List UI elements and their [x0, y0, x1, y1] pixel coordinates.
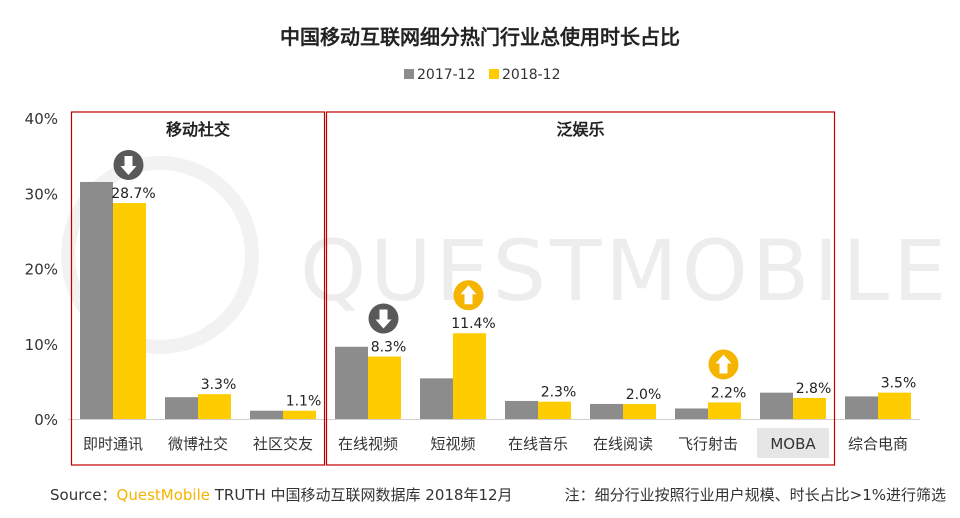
y-tick-label: 0% [34, 411, 58, 429]
group-title-1: 泛娱乐 [556, 120, 604, 139]
bar-2018 [283, 410, 316, 419]
bar-2017 [80, 181, 113, 419]
bar-2017 [250, 410, 283, 419]
watermark-text: QUESTMOBILE [300, 222, 950, 320]
y-tick-label: 40% [25, 110, 58, 128]
category-label: 微博社交 [168, 435, 228, 453]
bar-2018 [708, 402, 741, 419]
data-label: 3.5% [881, 376, 917, 392]
data-label: 3.3% [201, 377, 237, 393]
highlight-category-bg [757, 428, 829, 458]
arrow-up-glyph [715, 354, 732, 374]
footer: Source：QuestMobile TRUTH 中国移动互联网数据库 2018… [0, 484, 960, 508]
bar-2017 [675, 408, 708, 419]
arrow-up-glyph [460, 285, 477, 305]
arrow-down-glyph [120, 156, 137, 176]
bar-2018 [198, 394, 231, 419]
group-box-1 [325, 111, 836, 466]
bar-2017 [505, 400, 538, 419]
bar-2018 [878, 392, 911, 419]
source-prefix: Source： [50, 486, 117, 504]
legend-label-1: 2018-12 [502, 67, 561, 83]
legend-swatch-1 [489, 69, 499, 79]
bar-2018 [538, 401, 571, 419]
bar-2018 [793, 397, 826, 419]
data-label: 2.8% [796, 381, 832, 397]
category-label: 在线阅读 [593, 435, 653, 453]
watermark-ring [61, 156, 259, 354]
bar-2018 [453, 333, 486, 419]
category-label: 短视频 [430, 435, 475, 453]
data-label: 8.3% [371, 340, 407, 356]
bar-chart: QUESTMOBILE 中国移动互联网细分热门行业总使用时长占比 2017-12 20… [25, 25, 950, 466]
arrow-down-glyph [375, 309, 392, 329]
category-label: MOBA [770, 435, 816, 453]
brand-name: QuestMobile [116, 486, 210, 504]
y-tick-label: 20% [25, 261, 58, 279]
legend-swatch-0 [404, 69, 414, 79]
chart-title: 中国移动互联网细分热门行业总使用时长占比 [280, 25, 680, 49]
category-label: 即时通讯 [83, 435, 143, 453]
y-tick-label: 10% [25, 336, 58, 354]
data-label: 11.4% [451, 316, 495, 332]
data-label: 28.7% [111, 186, 155, 202]
data-label: 1.1% [286, 394, 322, 410]
category-label: 综合电商 [848, 435, 908, 453]
bar-2017 [420, 378, 453, 419]
category-label: 在线音乐 [508, 435, 568, 453]
group-title-0: 移动社交 [166, 120, 230, 139]
category-label: 社区交友 [253, 435, 313, 453]
bar-2018 [368, 356, 401, 419]
filter-note: 注：细分行业按照行业用户规模、时长占比>1%进行筛选 [564, 486, 946, 504]
data-label: 2.0% [626, 387, 662, 403]
data-label: 2.2% [711, 385, 747, 401]
bar-2017 [335, 346, 368, 419]
legend-label-0: 2017-12 [417, 67, 476, 83]
bar-2017 [590, 403, 623, 419]
y-tick-label: 30% [25, 185, 58, 203]
data-label: 2.3% [541, 385, 577, 401]
bar-2017 [760, 392, 793, 419]
bar-2018 [623, 403, 656, 419]
bar-2018 [113, 203, 146, 419]
source-note: Source：QuestMobile TRUTH 中国移动互联网数据库 2018… [50, 484, 513, 505]
bar-2017 [845, 396, 878, 419]
category-label: 在线视频 [338, 435, 398, 453]
group-box-0 [70, 111, 326, 466]
category-label: 飞行射击 [678, 435, 738, 453]
bar-2017 [165, 397, 198, 419]
source-text: TRUTH 中国移动互联网数据库 2018年12月 [209, 486, 513, 504]
